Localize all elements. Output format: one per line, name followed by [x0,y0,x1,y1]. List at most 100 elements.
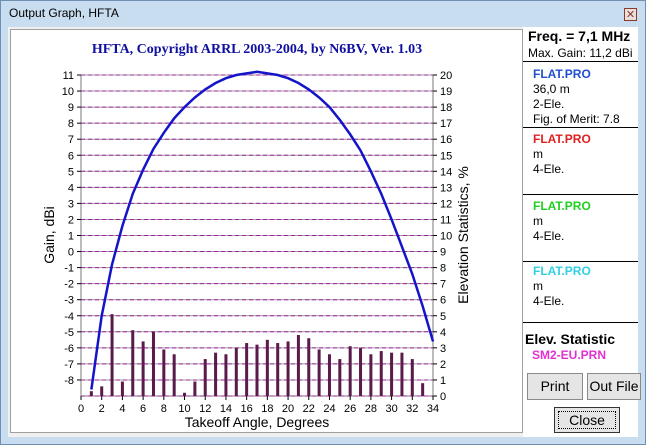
x-tick-label: 32 [406,403,418,415]
file-elements-1: 2-Ele. [533,97,565,111]
file-section-4: FLAT.PRO m 4-Ele. [523,261,638,323]
elev-statistic-label: Elev. Statistic [525,331,616,347]
out-file-button[interactable]: Out File [587,373,641,400]
file-elements-4: 4-Ele. [533,294,565,308]
y-tick-label: -3 [64,295,74,307]
statistic-bar [359,347,363,396]
y2-axis-label: Elevation Statistics, % [455,166,471,304]
focus-rectangle [558,411,616,429]
y2-tick-label: 19 [440,86,452,98]
x-tick-label: 10 [178,403,190,415]
figure-of-merit: Fig. of Merit: 7.8 [533,112,620,126]
statistic-bar [203,359,207,396]
statistic-bar [338,359,342,396]
title-bar[interactable]: Output Graph, HFTA ✕ [1,1,645,27]
y2-tick-label: 16 [440,134,452,146]
file-elements-2: 4-Ele. [533,162,565,176]
y2-tick-label: 17 [440,118,452,130]
statistic-bar [89,391,93,396]
x-tick-label: 24 [323,403,335,415]
statistic-bar [224,354,228,396]
elev-file-name: SM2-EU.PRN [532,348,607,362]
statistic-bar [183,392,187,396]
statistic-bar [245,343,249,396]
freq-section: Freq. = 7,1 MHz Max. Gain: 11,2 dBi [523,27,638,62]
statistic-bar [214,352,218,396]
statistic-bar [307,338,311,396]
print-button[interactable]: Print [527,373,583,400]
statistic-bar [131,330,135,396]
y2-tick-label: 18 [440,102,452,114]
y2-tick-label: 15 [440,150,452,162]
statistic-bar [286,341,290,396]
file-height-3: m [533,214,543,228]
file-height-1: 36,0 m [533,82,570,96]
x-tick-label: 34 [427,403,439,415]
max-gain-label: Max. Gain: 11,2 dBi [528,46,633,60]
x-tick-label: 14 [220,403,232,415]
y2-tick-label: 6 [440,295,446,307]
y2-tick-label: 3 [440,343,446,355]
statistic-bar [151,331,155,396]
statistic-bar [100,386,104,396]
x-tick-label: 26 [344,403,356,415]
y2-tick-label: 9 [440,247,446,259]
file-section-1: FLAT.PRO 36,0 m 2-Ele. Fig. of Merit: 7.… [523,61,638,128]
statistic-bar [421,383,425,396]
x-tick-label: 6 [140,403,146,415]
y-tick-label: 2 [68,214,74,226]
y-tick-label: -7 [64,359,74,371]
y-tick-label: -1 [64,263,74,275]
graph-area: HFTA, Copyright ARRL 2003-2004, by N6BV,… [10,29,523,433]
statistic-bar [172,354,176,396]
y-tick-label: -2 [64,279,74,291]
y2-tick-label: 1 [440,375,446,387]
y-tick-label: -8 [64,375,74,387]
statistic-bar [390,352,394,396]
y-tick-label: 3 [68,198,74,210]
statistic-bar [400,352,404,396]
x-tick-label: 12 [199,403,211,415]
x-tick-label: 2 [99,403,105,415]
y2-tick-label: 5 [440,311,446,323]
x-tick-label: 18 [261,403,273,415]
y2-tick-label: 13 [440,182,452,194]
file-name-4: FLAT.PRO [533,264,591,278]
y2-tick-label: 10 [440,231,452,243]
y2-tick-label: 20 [440,70,452,82]
y-tick-label: 0 [68,247,74,259]
statistic-bar [162,349,166,396]
y-tick-label: 1 [68,231,74,243]
y-tick-label: 7 [68,134,74,146]
statistic-bar [110,314,114,396]
frequency-label: Freq. = 7,1 MHz [528,28,631,44]
x-tick-label: 28 [365,403,377,415]
statistic-bar [379,351,383,396]
y-tick-label: 10 [62,86,74,98]
close-button[interactable]: Close [554,407,620,433]
file-section-2: FLAT.PRO m 4-Ele. [523,127,638,195]
statistic-bar [255,344,259,396]
y2-tick-label: 4 [440,327,446,339]
x-tick-label: 30 [385,403,397,415]
window-title: Output Graph, HFTA [9,6,119,20]
x-tick-label: 22 [303,403,315,415]
statistic-bar [369,354,373,396]
x-tick-label: 0 [78,403,84,415]
statistic-bar [265,339,269,396]
gain-curve [90,70,435,390]
y-tick-label: -6 [64,343,74,355]
y-tick-label: -5 [64,327,74,339]
y-tick-label: -4 [64,311,74,323]
y2-tick-label: 14 [440,166,452,178]
y2-tick-label: 11 [440,214,451,226]
y-tick-label: 11 [63,70,74,82]
close-icon[interactable]: ✕ [624,8,637,21]
elevation-chart: HFTA, Copyright ARRL 2003-2004, by N6BV,… [41,42,471,430]
statistic-bar [193,381,197,396]
y-tick-label: 6 [68,150,74,162]
x-tick-label: 20 [282,403,294,415]
y2-tick-label: 7 [440,279,446,291]
y2-tick-label: 0 [440,391,446,403]
